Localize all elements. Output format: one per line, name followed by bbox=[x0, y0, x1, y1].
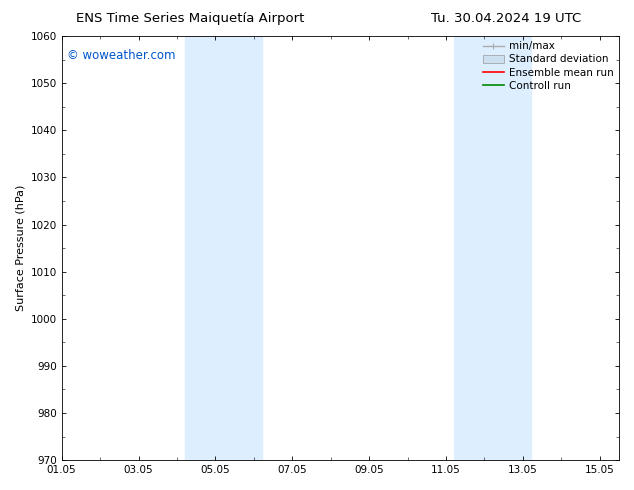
Bar bbox=[184, 36, 262, 460]
Text: ENS Time Series Maiquetía Airport: ENS Time Series Maiquetía Airport bbox=[76, 12, 304, 25]
Y-axis label: Surface Pressure (hPa): Surface Pressure (hPa) bbox=[15, 185, 25, 311]
Bar bbox=[454, 36, 531, 460]
Text: © woweather.com: © woweather.com bbox=[67, 49, 176, 62]
Legend: min/max, Standard deviation, Ensemble mean run, Controll run: min/max, Standard deviation, Ensemble me… bbox=[483, 41, 614, 91]
Text: Tu. 30.04.2024 19 UTC: Tu. 30.04.2024 19 UTC bbox=[431, 12, 581, 25]
